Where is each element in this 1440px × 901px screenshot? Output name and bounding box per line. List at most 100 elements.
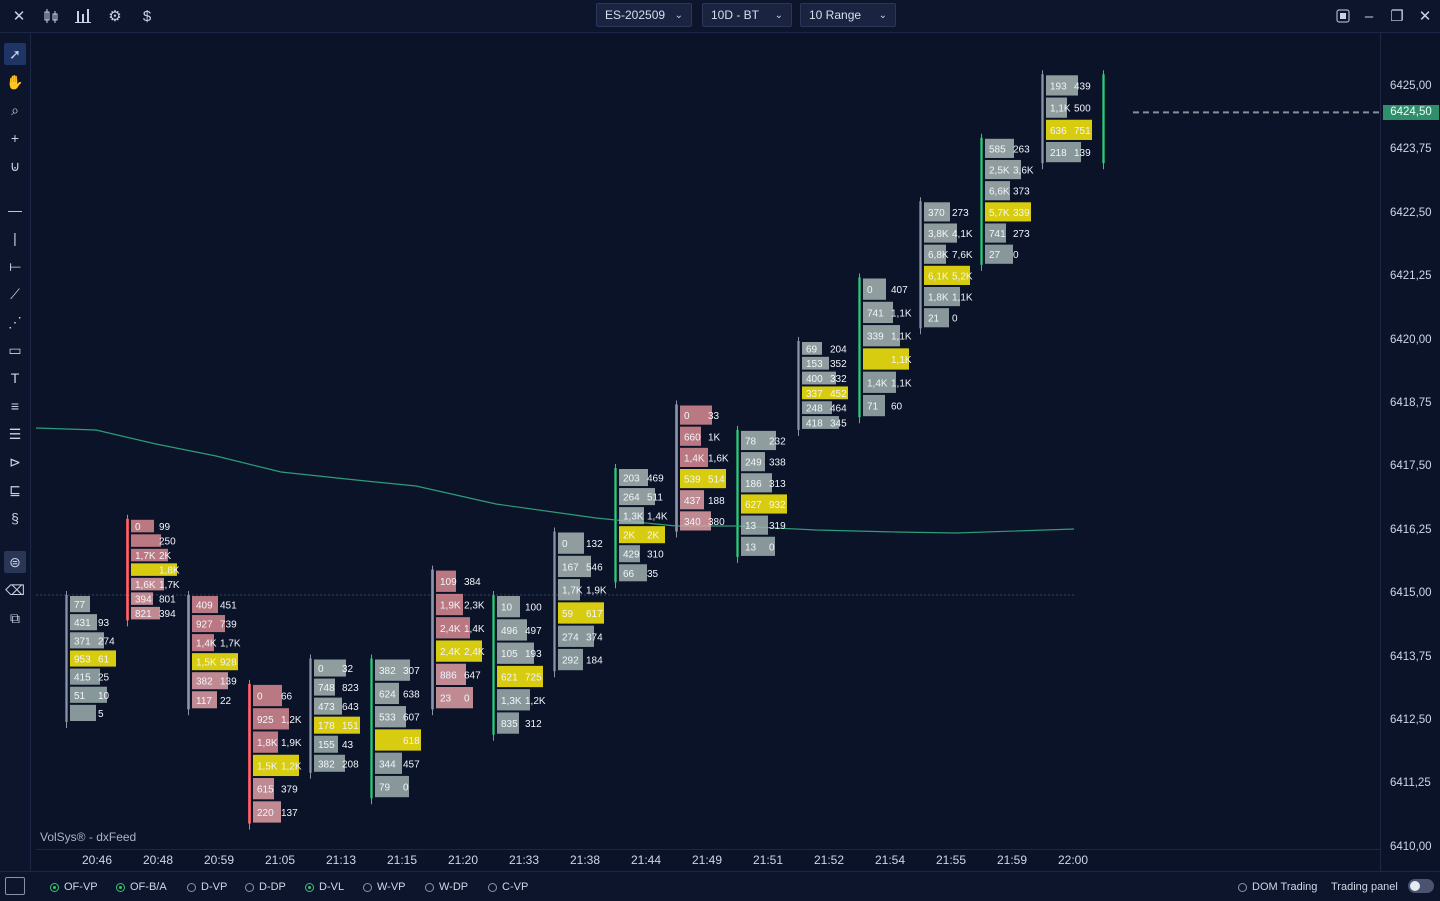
bid-volume-label: 1,5K <box>196 658 217 669</box>
volume-row <box>680 447 708 467</box>
bid-volume-label: 741 <box>989 229 1006 240</box>
pointer-icon[interactable]: ➚ <box>4 43 26 65</box>
mode-radio-d-vp[interactable]: D-VP <box>187 881 227 893</box>
volume-row <box>375 752 402 774</box>
hand-icon[interactable]: ✋ <box>6 73 24 90</box>
bid-volume-label: 186 <box>745 479 762 490</box>
volume-row <box>863 301 893 324</box>
ask-volume-label: 647 <box>464 670 481 681</box>
bid-volume-label: 1,4K <box>867 378 888 389</box>
candles-icon[interactable] <box>40 5 62 27</box>
volume-row <box>253 801 281 823</box>
bars-icon[interactable] <box>72 5 94 27</box>
text-icon[interactable]: T <box>10 370 20 386</box>
bid-volume-label: 0 <box>867 285 873 296</box>
sessions-icon[interactable]: § <box>11 510 19 526</box>
ask-volume-label: 2K <box>647 531 660 542</box>
bid-volume-label: 953 <box>74 655 91 666</box>
ask-volume-label: 725 <box>525 672 542 683</box>
zoom-icon[interactable]: ⌕ <box>11 101 19 118</box>
footprint-bar: 78 232 249 338 186 313 627 932 13 319 13 0 <box>736 425 787 563</box>
price-tick-label: 6411,25 <box>1390 777 1431 790</box>
polyline-icon[interactable]: ⋰ <box>8 313 22 330</box>
minimize-icon[interactable]: – <box>1364 7 1374 25</box>
close-icon[interactable]: ✕ <box>12 8 26 25</box>
bid-volume-label: 1,5K <box>257 761 278 772</box>
mode-radio-w-dp[interactable]: W-DP <box>425 881 468 893</box>
dollar-icon[interactable]: $ <box>142 7 152 25</box>
ask-volume-label: 339 <box>1013 208 1030 219</box>
mode-radio-w-vp[interactable]: W-VP <box>363 881 406 893</box>
volume-row <box>253 684 282 707</box>
volume-row <box>70 704 96 721</box>
volume-row <box>70 596 90 613</box>
horizontal-line-icon[interactable]: — <box>8 202 22 218</box>
mode-label: OF-B/A <box>130 881 167 893</box>
settings-icon[interactable]: ⚙ <box>108 8 122 25</box>
bar-type-dropdown[interactable]: 10 Range ⌄ <box>800 3 896 27</box>
ask-volume-label: 7,6K <box>952 250 973 261</box>
lock-icon[interactable]: ⊜ <box>4 551 26 573</box>
mode-radio-of-vp[interactable]: OF-VP <box>50 881 98 893</box>
bid-volume-label: 1,8K <box>257 738 278 749</box>
screenshot-icon[interactable] <box>1332 5 1354 27</box>
fib-icon[interactable]: ≡ <box>10 398 20 414</box>
arrow-flag-icon[interactable]: ⊳ <box>9 453 21 470</box>
ask-volume-label: 208 <box>342 759 359 770</box>
mode-radio-of-b-a[interactable]: OF-B/A <box>116 881 167 893</box>
price-tick-label: 6422,50 <box>1390 206 1432 219</box>
lines-icon[interactable]: ☰ <box>8 425 22 442</box>
ask-volume-label: 1,9K <box>281 738 302 749</box>
ask-volume-label: 643 <box>342 702 359 713</box>
volume-row <box>558 532 584 554</box>
mode-label: D-VL <box>319 881 345 893</box>
dom-trading-radio[interactable]: DOM Trading <box>1238 881 1317 893</box>
ask-volume-label: 1,1K <box>891 355 912 366</box>
bid-volume-label: 6,6K <box>989 187 1010 198</box>
restore-icon[interactable]: ❐ <box>1390 8 1404 25</box>
close-window-icon[interactable]: ✕ <box>1418 8 1432 25</box>
magnet-icon[interactable]: ⊍ <box>9 157 21 174</box>
volume-row <box>375 706 406 728</box>
price-tick-label: 6421,25 <box>1390 270 1432 283</box>
layers-icon[interactable]: ⧉ <box>10 609 20 626</box>
symbol-dropdown[interactable]: ES-202509 ⌄ <box>596 3 692 27</box>
ask-volume-label: 739 <box>220 620 237 631</box>
mode-radio-d-vl[interactable]: D-VL <box>305 881 344 893</box>
poc-row <box>70 650 116 667</box>
volume-row <box>131 606 160 620</box>
bid-volume-label: 248 <box>806 404 823 415</box>
rectangle-icon[interactable]: ▭ <box>8 341 22 358</box>
eraser-icon[interactable]: ⌫ <box>5 581 25 598</box>
time-tick-label: 22:00 <box>1057 853 1089 867</box>
ask-volume-label: 469 <box>647 474 664 485</box>
crosshair-icon[interactable]: + <box>10 130 20 146</box>
bid-volume-label: 0 <box>562 539 568 550</box>
ask-volume-label: 546 <box>586 562 603 573</box>
panel-toggle-icon[interactable] <box>5 877 25 895</box>
trend-line-icon[interactable]: ⟋ <box>10 285 20 302</box>
period-dropdown[interactable]: 10D - BT ⌄ <box>702 3 792 27</box>
mode-label: D-VP <box>201 881 228 893</box>
volume-row <box>619 545 640 563</box>
volume-row <box>70 686 107 703</box>
volume-row <box>497 642 534 664</box>
volume-row <box>802 416 839 429</box>
price-axis[interactable]: 6425,00 6423,75 6422,50 6421,25 6420,00 6418,… <box>1380 33 1440 871</box>
trading-panel-toggle[interactable] <box>1408 879 1434 893</box>
period-label: 10D - BT <box>711 8 760 22</box>
volume-row <box>985 244 1013 264</box>
bid-volume-label: 23 <box>440 694 452 705</box>
vertical-line-icon[interactable]: | <box>13 230 17 246</box>
mode-radio-d-dp[interactable]: D-DP <box>245 881 286 893</box>
ray-icon[interactable]: ⟝ <box>9 257 21 274</box>
price-tag-icon[interactable]: ⊑ <box>9 481 21 498</box>
volume-row <box>558 625 594 647</box>
volume-row <box>1046 141 1081 163</box>
mode-radio-c-vp[interactable]: C-VP <box>488 881 528 893</box>
poc-row <box>436 640 482 662</box>
ask-volume-label: 99 <box>159 522 171 533</box>
time-axis[interactable]: 20:46 20:48 20:59 21:05 21:13 21:15 21:20 21:33… <box>36 849 1380 871</box>
bid-volume-label: 437 <box>684 496 701 507</box>
